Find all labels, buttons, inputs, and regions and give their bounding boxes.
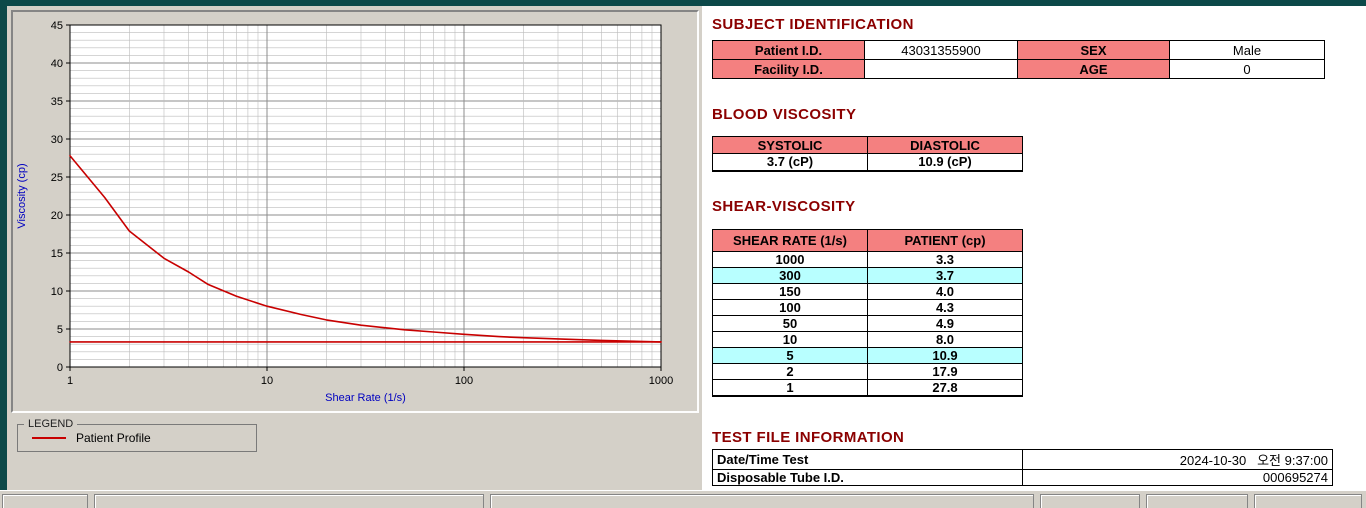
legend-box: LEGEND Patient Profile [17, 418, 257, 452]
shear-rate-header: SHEAR RATE (1/s) [712, 229, 868, 252]
svg-text:10: 10 [51, 286, 63, 298]
blood-viscosity-title: BLOOD VISCOSITY [712, 106, 857, 123]
top-accent-bar [0, 0, 1366, 6]
shear-row: 1 27.8 [712, 379, 1023, 397]
patient-cp-cell: 27.8 [867, 379, 1023, 397]
svg-text:25: 25 [51, 172, 63, 184]
svg-text:15: 15 [51, 248, 63, 260]
patient-id-value: 43031355900 [864, 40, 1018, 60]
date-time-test-value: 2024-10-30 오전 9:37:00 [1022, 449, 1333, 470]
shear-row: 50 4.9 [712, 315, 1023, 332]
shear-rate-cell: 5 [712, 347, 868, 364]
shear-row: 300 3.7 [712, 267, 1023, 284]
facility-id-value [864, 59, 1018, 79]
age-label: AGE [1017, 59, 1170, 79]
subject-identification-table: Patient I.D. 43031355900 SEX Male Facili… [712, 40, 1325, 79]
shear-row: 10 8.0 [712, 331, 1023, 348]
subject-identification-title: SUBJECT IDENTIFICATION [712, 16, 914, 33]
patient-cp-header: PATIENT (cp) [867, 229, 1023, 252]
taskbar-button-5[interactable] [1146, 494, 1248, 508]
svg-text:45: 45 [51, 20, 63, 32]
legend-item-patient-profile: Patient Profile [18, 425, 256, 451]
shear-header-row: SHEAR RATE (1/s) PATIENT (cp) [712, 229, 1023, 252]
blood-viscosity-table: SYSTOLIC DIASTOLIC 3.7 (cP) 10.9 (cP) [712, 136, 1023, 172]
shear-rate-cell: 2 [712, 363, 868, 380]
svg-text:1000: 1000 [649, 375, 673, 387]
svg-text:20: 20 [51, 210, 63, 222]
shear-viscosity-table: SHEAR RATE (1/s) PATIENT (cp) 1000 3.3 3… [712, 229, 1023, 397]
svg-text:35: 35 [51, 96, 63, 108]
svg-text:Viscosity (cp): Viscosity (cp) [16, 163, 28, 228]
subject-row-1: Patient I.D. 43031355900 SEX Male [712, 40, 1325, 60]
test-file-row: Date/Time Test 2024-10-30 오전 9:37:00 [712, 449, 1333, 470]
patient-id-label: Patient I.D. [712, 40, 865, 60]
viscosity-chart-panel: 0 5 10 15 20 25 30 35 40 45 1 10 100 1000 Viscosity (c… [11, 10, 699, 413]
shear-rate-cell: 50 [712, 315, 868, 332]
shear-rate-cell: 1000 [712, 251, 868, 268]
sex-label: SEX [1017, 40, 1170, 60]
date-time-test-label: Date/Time Test [712, 449, 1023, 470]
patient-profile-line-swatch [32, 437, 66, 439]
systolic-header: SYSTOLIC [712, 136, 868, 154]
blood-header-row: SYSTOLIC DIASTOLIC [712, 136, 1023, 154]
test-file-information-table: Date/Time Test 2024-10-30 오전 9:37:00 Dis… [712, 449, 1333, 486]
patient-cp-cell: 10.9 [867, 347, 1023, 364]
svg-text:Shear Rate (1/s): Shear Rate (1/s) [325, 392, 406, 404]
shear-viscosity-title: SHEAR-VISCOSITY [712, 198, 856, 215]
diastolic-value: 10.9 (cP) [867, 153, 1023, 171]
shear-row: 2 17.9 [712, 363, 1023, 380]
svg-text:1: 1 [67, 375, 73, 387]
svg-text:100: 100 [455, 375, 473, 387]
disposable-tube-id-label: Disposable Tube I.D. [712, 469, 1023, 486]
patient-cp-cell: 17.9 [867, 363, 1023, 380]
bottom-taskbar [0, 490, 1366, 508]
patient-cp-cell: 4.9 [867, 315, 1023, 332]
taskbar-button-6[interactable] [1254, 494, 1362, 508]
subject-row-2: Facility I.D. AGE 0 [712, 59, 1325, 79]
shear-rate-cell: 150 [712, 283, 868, 300]
taskbar-button-3[interactable] [490, 494, 1034, 508]
svg-text:5: 5 [57, 324, 63, 336]
blood-value-row: 3.7 (cP) 10.9 (cP) [712, 153, 1023, 171]
patient-cp-cell: 3.7 [867, 267, 1023, 284]
legend-title: LEGEND [24, 418, 78, 430]
patient-cp-cell: 8.0 [867, 331, 1023, 348]
taskbar-button-2[interactable] [94, 494, 484, 508]
test-file-row: Disposable Tube I.D. 000695274 [712, 469, 1333, 486]
systolic-value: 3.7 (cP) [712, 153, 868, 171]
taskbar-button-4[interactable] [1040, 494, 1140, 508]
shear-rate-cell: 300 [712, 267, 868, 284]
patient-cp-cell: 4.3 [867, 299, 1023, 316]
shear-rate-cell: 1 [712, 379, 868, 397]
sex-value: Male [1169, 40, 1325, 60]
age-value: 0 [1169, 59, 1325, 79]
shear-row: 150 4.0 [712, 283, 1023, 300]
shear-row: 1000 3.3 [712, 251, 1023, 268]
shear-row: 100 4.3 [712, 299, 1023, 316]
svg-text:0: 0 [57, 362, 63, 374]
shear-row: 5 10.9 [712, 347, 1023, 364]
diastolic-header: DIASTOLIC [867, 136, 1023, 154]
shear-viscosity-chart: 0 5 10 15 20 25 30 35 40 45 1 10 100 1000 Viscosity (c… [16, 20, 673, 404]
disposable-tube-id-value: 000695274 [1022, 469, 1333, 486]
shear-rate-cell: 10 [712, 331, 868, 348]
patient-cp-cell: 3.3 [867, 251, 1023, 268]
shear-rate-cell: 100 [712, 299, 868, 316]
taskbar-button-1[interactable] [2, 494, 88, 508]
patient-cp-cell: 4.0 [867, 283, 1023, 300]
svg-text:10: 10 [261, 375, 273, 387]
legend-item-label: Patient Profile [76, 431, 151, 445]
test-file-information-title: TEST FILE INFORMATION [712, 429, 905, 446]
facility-id-label: Facility I.D. [712, 59, 865, 79]
svg-text:30: 30 [51, 134, 63, 146]
results-panel: SUBJECT IDENTIFICATION Patient I.D. 4303… [712, 0, 1362, 508]
left-accent-bar [0, 6, 7, 490]
svg-text:40: 40 [51, 58, 63, 70]
